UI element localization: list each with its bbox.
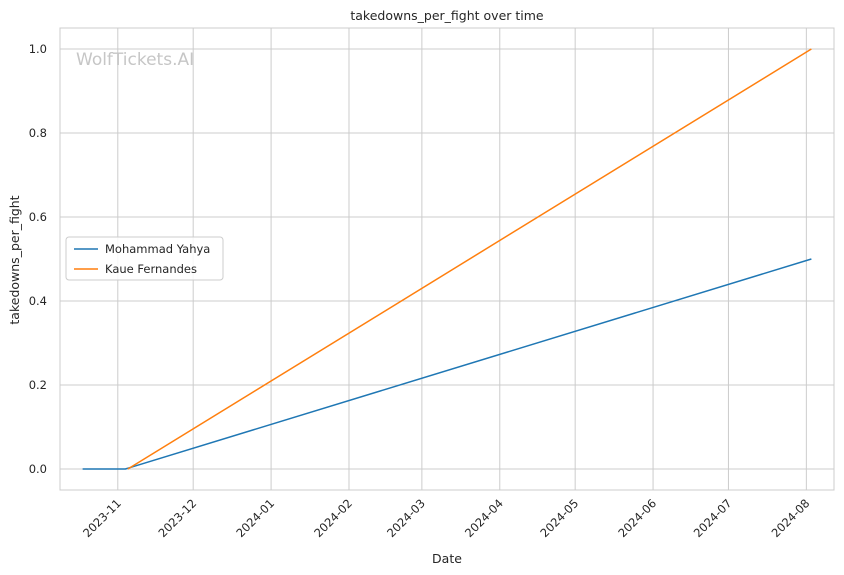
- series-line-2: [127, 48, 812, 470]
- y-tick-label: 0.4: [29, 294, 47, 308]
- x-axis-title: Date: [432, 551, 462, 566]
- y-tick-label: 0.2: [29, 378, 47, 392]
- chart-title: takedowns_per_fight over time: [350, 8, 544, 23]
- y-tick-label: 0.6: [29, 210, 47, 224]
- y-tick-label: 0.0: [29, 462, 47, 476]
- y-tick-label: 1.0: [29, 42, 47, 56]
- legend-label: Kaue Fernandes: [105, 262, 197, 276]
- plot-area-frame: [59, 27, 835, 491]
- legend-box: [65, 236, 224, 281]
- legend: Mohammad Yahya Kaue Fernandes: [65, 236, 224, 281]
- y-tick-label: 0.8: [29, 126, 47, 140]
- watermark-text: WolfTickets.AI: [76, 50, 194, 70]
- series-lines: [82, 48, 812, 470]
- y-axis-title: takedowns_per_fight: [7, 195, 22, 324]
- grid-lines: [60, 28, 834, 490]
- legend-label: Mohammad Yahya: [105, 242, 210, 256]
- series-line-1: [82, 258, 812, 470]
